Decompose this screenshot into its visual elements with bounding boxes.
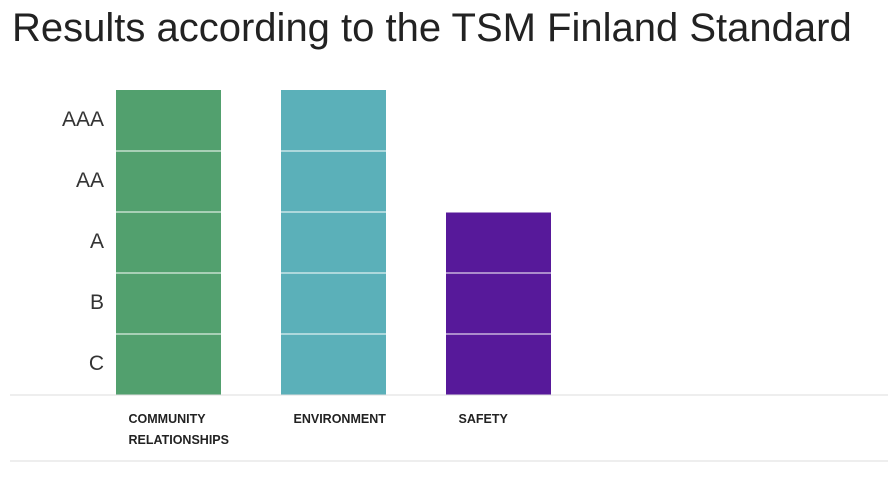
bar [281,90,386,395]
y-tick-label: AA [76,169,104,192]
x-tick-label: SAFETY [458,412,508,426]
y-tick-label: B [90,291,104,314]
grid [10,150,888,396]
bar [116,90,221,395]
y-tick-label: AAA [62,108,104,131]
chart-title: Results according to the TSM Finland Sta… [12,6,852,50]
x-tick-label: ENVIRONMENT [293,412,386,426]
y-tick-label: A [90,230,104,253]
bar [446,212,551,395]
y-tick-label: C [89,352,104,375]
bars [116,90,551,395]
x-tick-label: COMMUNITY RELATIONSHIPS [128,412,229,447]
